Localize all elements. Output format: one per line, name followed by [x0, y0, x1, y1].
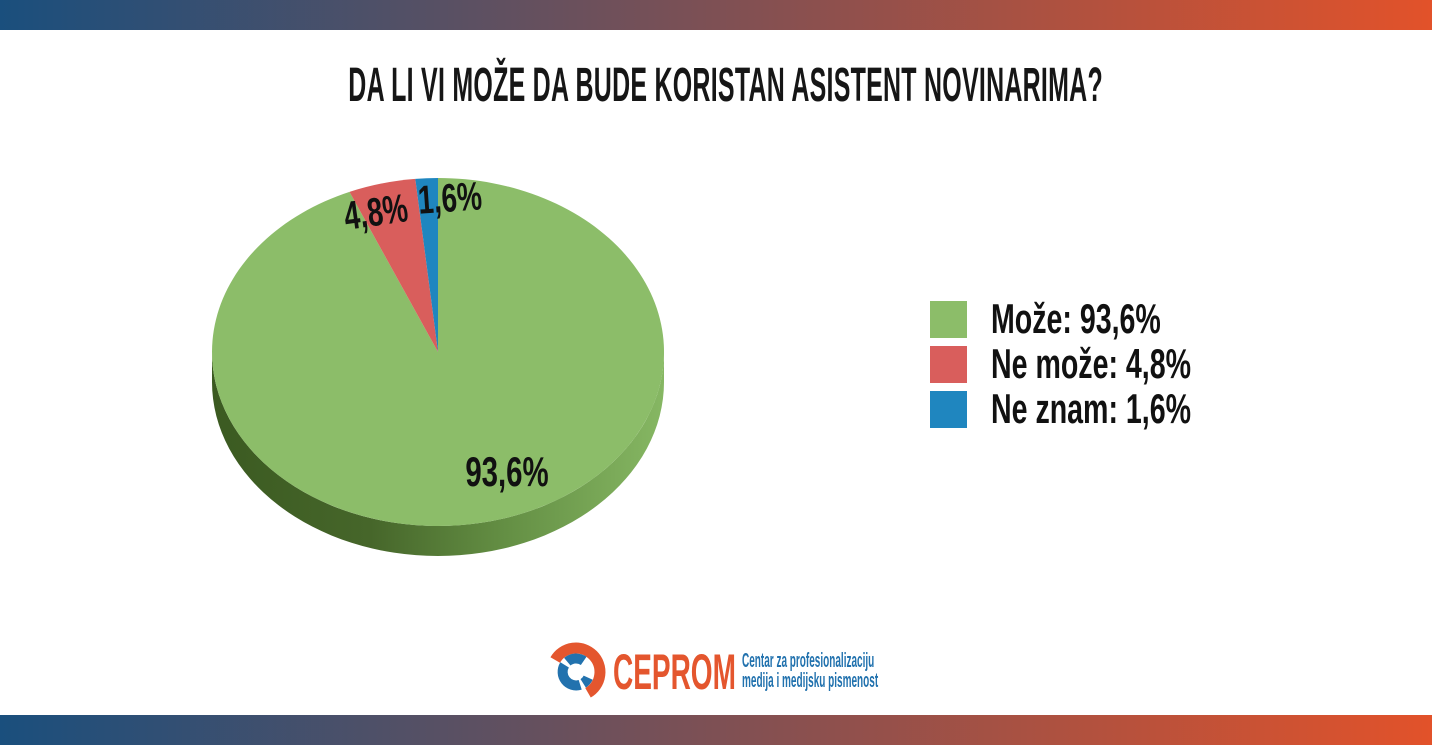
legend-label-ne-moze: Ne može: 4,8% [991, 340, 1191, 387]
bottom-gradient-bar [0, 715, 1432, 745]
ceprom-brand-name: CEPROM [613, 644, 736, 700]
pie-label-ne-znam: 1,6% [416, 174, 484, 223]
pie-chart: 4,8% 1,6% 93,6% [180, 150, 700, 590]
pie-side-3d [212, 352, 664, 556]
legend-swatch-ne-moze [930, 345, 967, 383]
ceprom-logo-icon [550, 642, 606, 698]
pie-label-moze: 93,6% [465, 448, 549, 495]
title-area: DA LI VI MOŽE DA BUDE KORISTAN ASISTENT … [0, 58, 1432, 113]
legend-label-moze: Može: 93,6% [991, 295, 1161, 342]
top-gradient-bar [0, 0, 1432, 30]
legend-swatch-moze [930, 300, 967, 338]
legend-item-moze: Može: 93,6% [930, 295, 1285, 342]
pie-slice-ne-znam [415, 178, 438, 352]
legend-label-ne-znam: Ne znam: 1,6% [991, 385, 1191, 432]
legend-item-ne-moze: Ne može: 4,8% [930, 340, 1285, 387]
ceprom-tagline: Centar za profesionalizaciju medija i me… [742, 651, 878, 691]
pie-slices [212, 178, 665, 526]
legend-item-ne-znam: Ne znam: 1,6% [930, 385, 1285, 432]
ceprom-tagline-line2: medija i medijsku pismenost [742, 670, 879, 692]
page-title: DA LI VI MOŽE DA BUDE KORISTAN ASISTENT … [348, 59, 1103, 112]
pie-slice-može [212, 178, 665, 526]
pie-chart-svg [212, 178, 665, 556]
ceprom-tagline-line1: Centar za profesionalizaciju [742, 650, 875, 672]
pie-slice-ne-može [349, 178, 438, 352]
pie-label-ne-moze: 4,8% [341, 186, 411, 239]
legend-swatch-ne-znam [930, 390, 967, 428]
legend: Može: 93,6% Ne može: 4,8% Ne znam: 1,6% [930, 295, 1285, 435]
